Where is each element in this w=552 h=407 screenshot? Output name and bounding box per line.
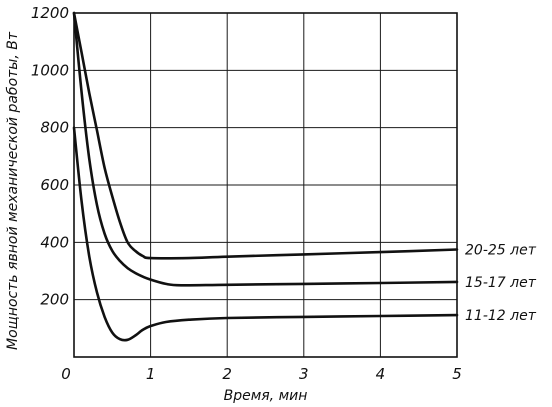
y-tick-label: 1000: [31, 61, 69, 79]
series-line-1: [72, 11, 459, 260]
plot-frame: [73, 12, 458, 358]
y-axis-title: Мощность явной механической работы, Вт: [5, 31, 21, 350]
y-tick-label: 400: [40, 233, 69, 251]
y-tick-label: 1200: [31, 4, 69, 22]
series-line-2: [72, 11, 459, 287]
x-axis-title: Время, мин: [224, 388, 308, 404]
series-label-1: 20-25 лет: [465, 243, 537, 259]
x-tick-label: 1: [146, 365, 156, 383]
y-tick-label: 600: [40, 176, 69, 194]
grid-lines: [74, 13, 457, 357]
y-tick-label: 800: [40, 119, 69, 137]
x-tick-label: 5: [452, 365, 462, 383]
series-curves: [72, 11, 459, 342]
series-line-3: [72, 126, 459, 342]
series-labels: 20-25 лет 15-17 лет 11-12 лет: [465, 243, 537, 325]
y-tick-label: 200: [40, 291, 69, 309]
x-tick-label: 2: [222, 365, 232, 383]
x-tick-label: 3: [299, 365, 309, 383]
series-label-3: 11-12 лет: [465, 308, 537, 324]
series-label-2: 15-17 лет: [465, 275, 537, 291]
x-tick-label: 4: [376, 365, 386, 383]
x-tick-label: 0: [61, 365, 71, 383]
tick-labels: 0 1 2 3 4 5 200 400 600 800 1000 1200: [31, 4, 462, 383]
